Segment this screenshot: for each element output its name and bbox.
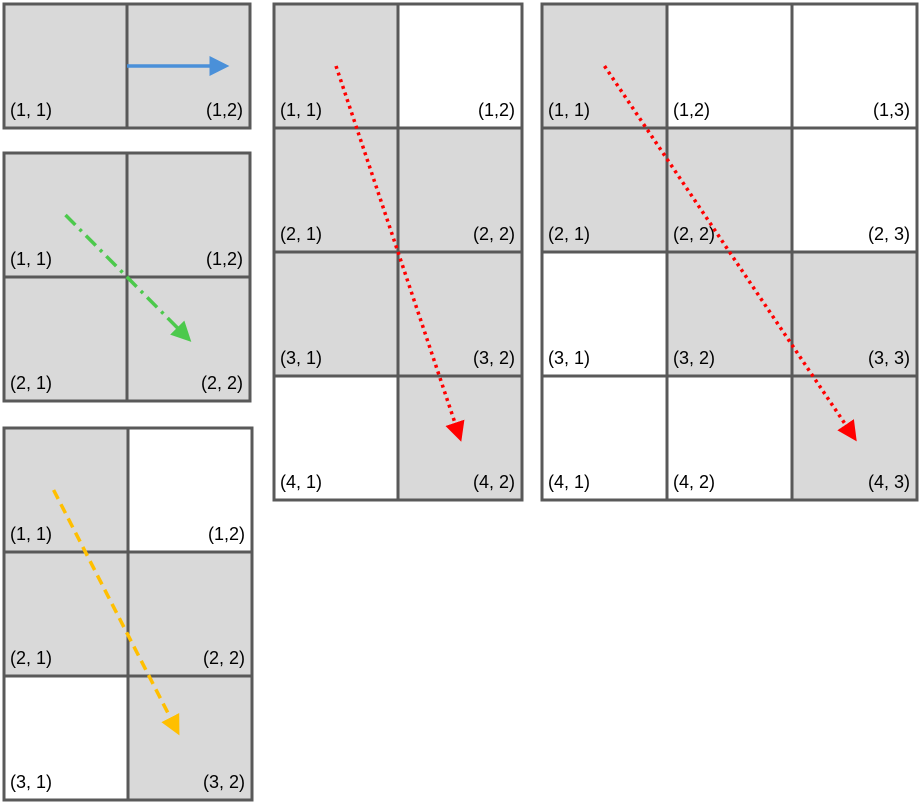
grid-3x2: (1, 1) (1,2) (2, 1) (2, 2) (3, 1) (3, 2) xyxy=(2,426,254,802)
grid-cell xyxy=(2,550,130,678)
yellow-arrow xyxy=(52,489,180,736)
grid-cell xyxy=(125,151,252,279)
grid-border xyxy=(540,2,919,502)
cell-label: (1,2) xyxy=(478,100,515,120)
cell-label: (1, 1) xyxy=(10,100,52,120)
cell-label: (3, 3) xyxy=(868,348,910,368)
cell-label: (3, 1) xyxy=(10,772,52,792)
cell-label: (2, 1) xyxy=(280,224,322,244)
cell-label: (2, 1) xyxy=(548,224,590,244)
grid-cell xyxy=(790,250,919,378)
grid-border xyxy=(2,426,254,802)
grid-cell xyxy=(272,250,400,378)
grid-2x2: (1, 1) (1,2) (2, 1) (2, 2) xyxy=(2,151,252,403)
grid-cell xyxy=(396,2,524,130)
grid-4x3: (1, 1) (1,2) (1,3) (2, 1) (2, 2) (2, 3) (3, 1)… xyxy=(540,2,919,502)
cell-label: (1, 1) xyxy=(280,100,322,120)
cell-label: (3, 2) xyxy=(473,348,515,368)
grid-border xyxy=(2,151,252,403)
cell-label: (3, 1) xyxy=(280,348,322,368)
cell-label: (1,2) xyxy=(206,100,243,120)
cell-label: (1, 1) xyxy=(10,524,52,544)
cell-label: (1,2) xyxy=(673,100,710,120)
cell-label: (2, 2) xyxy=(473,224,515,244)
cell-label: (2, 2) xyxy=(201,373,243,393)
cell-label: (1, 1) xyxy=(548,100,590,120)
grid-cell xyxy=(396,126,524,254)
grid-cell xyxy=(126,550,254,678)
cell-label: (4, 2) xyxy=(673,472,715,492)
cell-label: (3, 2) xyxy=(673,348,715,368)
grid-border xyxy=(2,2,252,130)
cell-label: (2, 1) xyxy=(10,648,52,668)
cell-label: (2, 3) xyxy=(868,224,910,244)
cell-label: (2, 2) xyxy=(673,224,715,244)
cell-label: (4, 1) xyxy=(548,472,590,492)
grid-border xyxy=(272,2,524,502)
cell-label: (2, 1) xyxy=(10,373,52,393)
cell-label: (2, 2) xyxy=(203,648,245,668)
red-arrow xyxy=(603,65,857,442)
cell-label: (4, 3) xyxy=(868,472,910,492)
cell-label: (3, 1) xyxy=(548,348,590,368)
grid-4x2: (1, 1) (1,2) (2, 1) (2, 2) (3, 1) (3, 2) (4, 1… xyxy=(272,2,524,502)
grid-1x2: (1, 1) (1,2) xyxy=(2,2,252,130)
cell-label: (4, 1) xyxy=(280,472,322,492)
cell-label: (1,3) xyxy=(873,100,910,120)
grid-cell xyxy=(540,250,669,378)
grid-cell xyxy=(126,674,254,802)
green-arrow xyxy=(64,213,192,342)
cell-label: (1, 1) xyxy=(10,249,52,269)
red-arrow xyxy=(334,65,465,442)
cell-label: (4, 2) xyxy=(473,472,515,492)
cell-label: (1,2) xyxy=(208,524,245,544)
grid-cell xyxy=(272,126,400,254)
cell-label: (3, 2) xyxy=(203,772,245,792)
grid-cell xyxy=(790,126,919,254)
cell-label: (1,2) xyxy=(206,249,243,269)
